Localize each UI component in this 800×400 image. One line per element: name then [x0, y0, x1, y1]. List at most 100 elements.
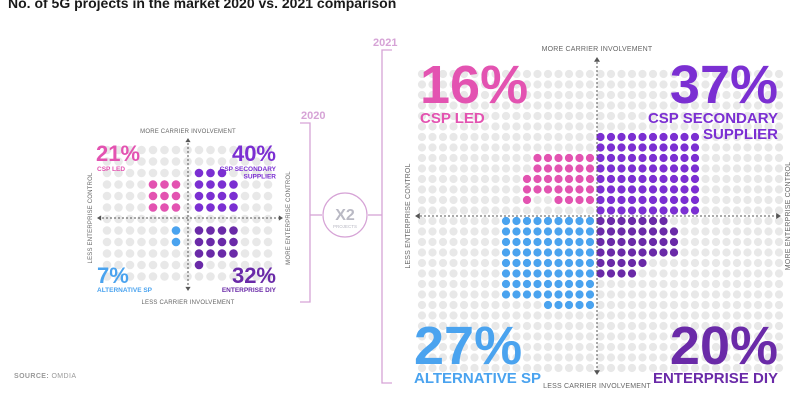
- data-dot: [617, 164, 626, 173]
- empty-dot: [743, 311, 752, 320]
- empty-dot: [732, 237, 742, 247]
- empty-dot: [428, 122, 437, 131]
- empty-dot: [617, 332, 626, 341]
- empty-dot: [449, 237, 458, 247]
- empty-dot: [171, 168, 181, 178]
- empty-dot: [428, 90, 437, 100]
- data-dot: [512, 269, 521, 278]
- empty-dot: [480, 290, 490, 299]
- empty-dot: [417, 101, 427, 110]
- data-dot: [501, 216, 511, 226]
- empty-dot: [449, 122, 458, 131]
- empty-dot: [722, 90, 731, 100]
- empty-dot: [764, 290, 773, 299]
- data-dot: [638, 258, 647, 268]
- arrow-right-icon: [278, 215, 283, 221]
- empty-dot: [722, 174, 731, 184]
- label-csp-led-2021: CSP LED: [420, 110, 485, 127]
- label-line: CSP SECONDARY: [648, 110, 778, 127]
- empty-dot: [764, 111, 773, 121]
- empty-dot: [764, 363, 773, 373]
- empty-dot: [171, 157, 181, 166]
- empty-dot: [680, 342, 689, 352]
- empty-dot: [596, 90, 605, 100]
- empty-dot: [470, 101, 479, 110]
- empty-dot: [669, 353, 679, 362]
- empty-dot: [732, 227, 742, 236]
- empty-dot: [137, 214, 146, 224]
- empty-dot: [533, 206, 542, 215]
- data-dot: [217, 168, 227, 178]
- empty-dot: [648, 321, 658, 331]
- empty-dot: [491, 122, 500, 131]
- empty-dot: [501, 111, 511, 121]
- empty-dot: [194, 145, 204, 155]
- empty-dot: [417, 321, 427, 331]
- empty-dot: [417, 311, 427, 320]
- empty-dot: [564, 363, 574, 373]
- empty-dot: [680, 300, 689, 310]
- empty-dot: [659, 69, 668, 79]
- empty-dot: [183, 157, 192, 166]
- empty-dot: [669, 90, 679, 100]
- empty-dot: [417, 279, 427, 289]
- empty-dot: [722, 279, 731, 289]
- empty-dot: [627, 321, 637, 331]
- empty-dot: [638, 311, 647, 320]
- data-dot: [617, 132, 626, 142]
- data-dot: [564, 237, 574, 247]
- data-dot: [543, 185, 553, 194]
- empty-dot: [501, 206, 511, 215]
- empty-dot: [701, 300, 710, 310]
- empty-dot: [764, 237, 773, 247]
- empty-dot: [428, 153, 437, 163]
- empty-dot: [743, 122, 752, 131]
- empty-dot: [743, 269, 752, 278]
- empty-dot: [701, 153, 710, 163]
- empty-dot: [459, 353, 469, 362]
- empty-dot: [585, 101, 595, 110]
- empty-dot: [543, 321, 553, 331]
- data-dot: [575, 290, 584, 299]
- empty-dot: [743, 153, 752, 163]
- empty-dot: [774, 101, 784, 110]
- empty-dot: [753, 101, 763, 110]
- empty-dot: [417, 216, 427, 226]
- empty-dot: [743, 237, 752, 247]
- empty-dot: [732, 132, 742, 142]
- empty-dot: [470, 311, 479, 320]
- axis-label-top: MORE CARRIER INVOLVEMENT: [542, 46, 653, 53]
- empty-dot: [459, 69, 469, 79]
- data-dot: [554, 153, 563, 163]
- empty-dot: [554, 363, 563, 373]
- empty-dot: [491, 185, 500, 194]
- empty-dot: [491, 332, 500, 341]
- data-dot: [554, 195, 563, 205]
- dots-alternative-sp-2021: [501, 216, 595, 310]
- empty-dot: [743, 332, 752, 341]
- empty-dot: [732, 279, 742, 289]
- empty-dot: [753, 132, 763, 142]
- empty-dot: [512, 195, 521, 205]
- empty-dot: [160, 249, 169, 258]
- empty-dot: [137, 249, 146, 258]
- empty-dot: [137, 272, 146, 281]
- empty-dot: [575, 311, 584, 320]
- empty-dot: [690, 69, 700, 79]
- empty-dot: [722, 216, 731, 226]
- empty-dot: [753, 290, 763, 299]
- empty-dot: [648, 342, 658, 352]
- empty-dot: [459, 101, 469, 110]
- empty-dot: [501, 90, 511, 100]
- empty-dot: [722, 153, 731, 163]
- data-dot: [194, 226, 204, 235]
- data-dot: [638, 206, 647, 215]
- empty-dot: [263, 180, 273, 189]
- empty-dot: [764, 80, 773, 89]
- empty-dot: [417, 69, 427, 79]
- empty-dot: [711, 311, 721, 320]
- data-dot: [585, 164, 595, 173]
- empty-dot: [459, 206, 469, 215]
- empty-dot: [240, 157, 250, 166]
- empty-dot: [617, 311, 626, 320]
